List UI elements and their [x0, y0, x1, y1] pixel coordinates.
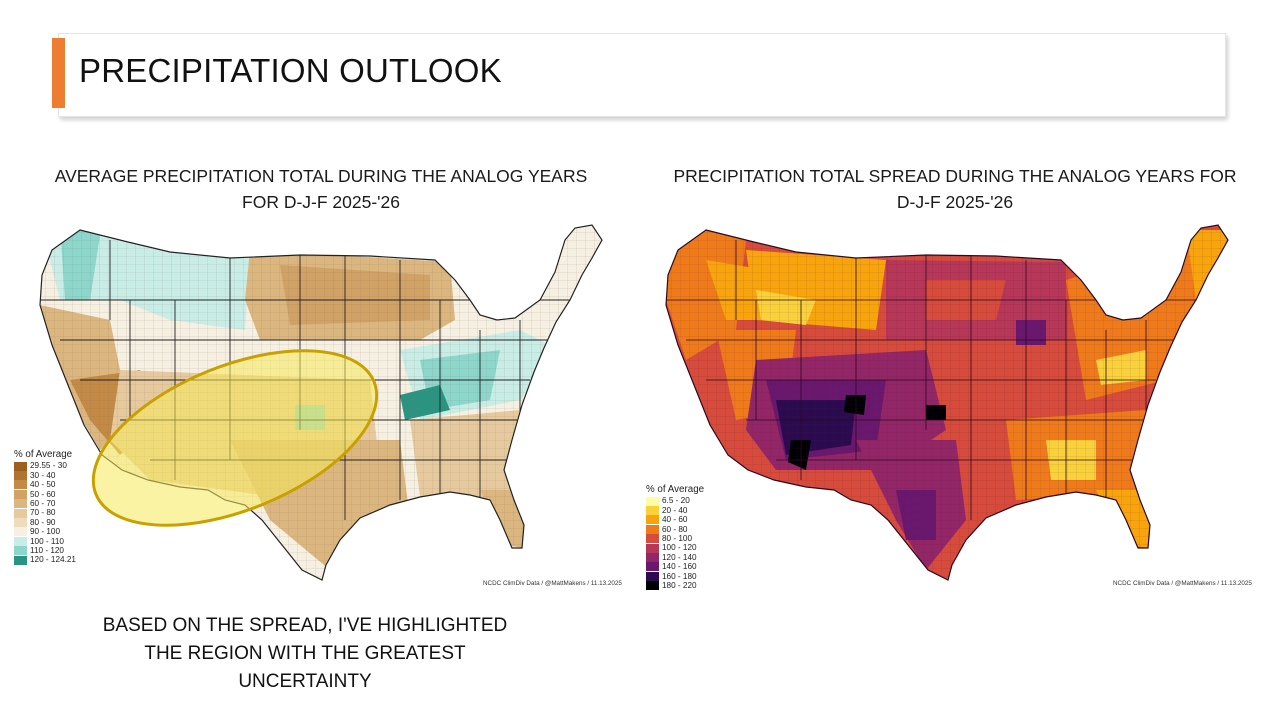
- legend-item: 80 - 100: [646, 534, 704, 544]
- left-map-legend: % of Average 29.55 - 30 30 - 40 40 - 50 …: [14, 449, 76, 565]
- legend-item: 80 - 90: [14, 518, 76, 527]
- left-map-credit: NCDC ClimDiv Data / @MattMakens / 11.13.…: [483, 580, 622, 587]
- title-box: [58, 33, 1226, 117]
- legend-item: 110 - 120: [14, 546, 76, 556]
- legend-item: 120 - 140: [646, 553, 704, 562]
- legend-item: 90 - 100: [14, 527, 76, 537]
- title-accent-bar: [52, 38, 65, 108]
- right-map-legend: % of Average 6.5 - 20 20 - 40 40 - 60 60…: [646, 484, 705, 591]
- legend-item: 40 - 50: [14, 480, 76, 490]
- page-title: PRECIPITATION OUTLOOK: [79, 52, 502, 89]
- legend-item: 70 - 80: [14, 508, 76, 518]
- legend-item: 30 - 40: [14, 471, 76, 480]
- left-legend-title: % of Average: [14, 449, 73, 460]
- legend-item: 60 - 80: [646, 525, 704, 534]
- legend-item: 50 - 60: [14, 490, 76, 499]
- legend-item: 60 - 70: [14, 499, 76, 509]
- left-precip-map: [39, 224, 603, 581]
- legend-item: 100 - 110: [14, 537, 76, 546]
- legend-item: 180 - 220: [646, 581, 704, 591]
- legend-item: 100 - 120: [646, 543, 704, 553]
- legend-item: 120 - 124.21: [14, 555, 76, 565]
- uncertainty-highlight-ellipse: [91, 349, 379, 527]
- caption: BASED ON THE SPREAD, I'VE HIGHLIGHTED TH…: [102, 615, 508, 692]
- legend-item: 20 - 40: [646, 506, 704, 515]
- right-map-credit: NCDC ClimDiv Data / @MattMakens / 11.13.…: [1113, 580, 1252, 587]
- legend-item: 140 - 160: [646, 562, 704, 572]
- right-map-title: PRECIPITATION TOTAL SPREAD DURING THE AN…: [673, 166, 1237, 212]
- legend-item: 40 - 60: [646, 515, 704, 525]
- legend-item: 160 - 180: [646, 572, 704, 581]
- right-legend-title: % of Average: [646, 484, 705, 495]
- legend-item: 29.55 - 30: [14, 461, 76, 471]
- legend-item: 6.5 - 20: [646, 496, 704, 506]
- left-map-title: AVERAGE PRECIPITATION TOTAL DURING THE A…: [54, 166, 588, 212]
- right-precip-spread-map: [665, 224, 1229, 581]
